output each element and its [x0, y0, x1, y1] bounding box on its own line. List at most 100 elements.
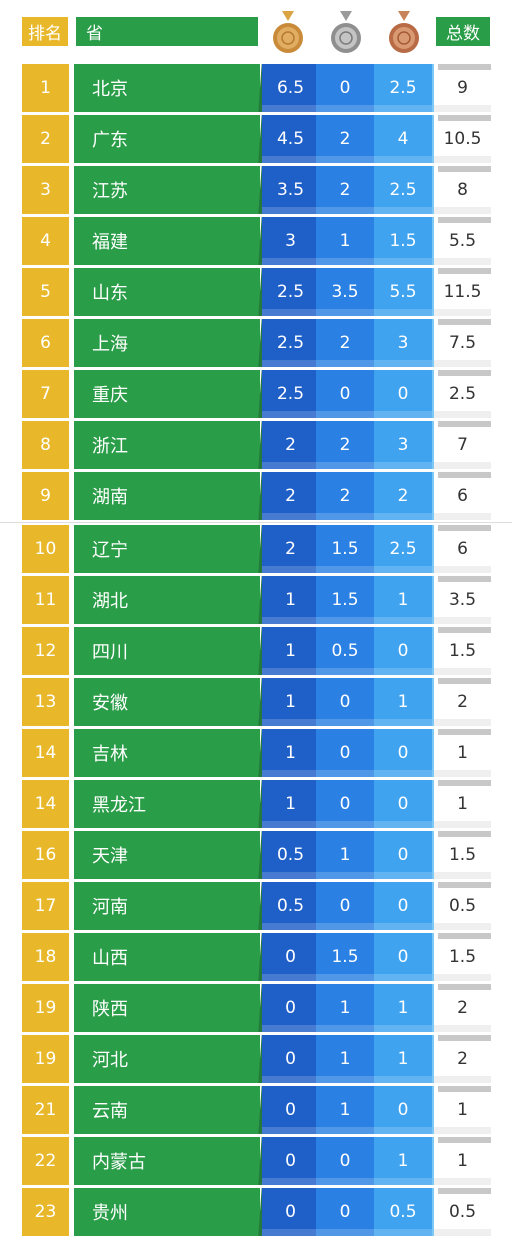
header-province-label: 省: [76, 17, 258, 46]
gold-cell: 1: [262, 729, 319, 777]
bronze-cell: 2: [374, 472, 436, 520]
bronze-cell: 0: [374, 627, 436, 675]
header-total-label: 总数: [436, 17, 490, 46]
table-row: 1 北京 6.5 0 2.5 9: [0, 63, 512, 114]
silver-cell: 0: [316, 780, 374, 828]
silver-cell: 0: [316, 370, 374, 418]
province-cell: 北京: [74, 64, 260, 112]
bronze-cell: 0.5: [374, 1188, 436, 1236]
total-cell: 7.5: [434, 319, 491, 367]
table-row: 22 内蒙古 0 0 1 1: [0, 1136, 512, 1187]
table-row: 18 山西 0 1.5 0 1.5: [0, 932, 512, 983]
gold-cell: 0: [262, 984, 319, 1032]
bronze-cell: 5.5: [374, 268, 436, 316]
silver-cell: 0: [316, 882, 374, 930]
total-cell: 2.5: [434, 370, 491, 418]
province-cell: 天津: [74, 831, 260, 879]
province-cell: 江苏: [74, 166, 260, 214]
province-cell: 内蒙古: [74, 1137, 260, 1185]
silver-cell: 0: [316, 729, 374, 777]
silver-cell: 2: [316, 472, 374, 520]
silver-cell: 0: [316, 1137, 374, 1185]
gold-cell: 2.5: [262, 319, 319, 367]
rank-cell: 16: [22, 831, 69, 879]
silver-cell: 0: [316, 1188, 374, 1236]
silver-cell: 0.5: [316, 627, 374, 675]
divider: [0, 522, 512, 523]
rank-cell: 1: [22, 64, 69, 112]
province-cell: 河南: [74, 882, 260, 930]
total-cell: 1: [434, 780, 491, 828]
bronze-cell: 0: [374, 882, 436, 930]
table-row: 7 重庆 2.5 0 0 2.5: [0, 369, 512, 420]
gold-cell: 0.5: [262, 882, 319, 930]
table-row: 11 湖北 1 1.5 1 3.5: [0, 575, 512, 626]
bronze-cell: 0: [374, 1086, 436, 1134]
province-cell: 云南: [74, 1086, 260, 1134]
total-cell: 0.5: [434, 1188, 491, 1236]
rank-cell: 12: [22, 627, 69, 675]
total-cell: 2: [434, 984, 491, 1032]
gold-cell: 1: [262, 576, 319, 624]
total-cell: 11.5: [434, 268, 491, 316]
total-cell: 1.5: [434, 831, 491, 879]
table-row: 19 陕西 0 1 1 2: [0, 983, 512, 1034]
total-cell: 10.5: [434, 115, 491, 163]
silver-cell: 1: [316, 984, 374, 1032]
silver-cell: 1: [316, 831, 374, 879]
table-row: 21 云南 0 1 0 1: [0, 1085, 512, 1136]
total-cell: 6: [434, 525, 491, 573]
province-cell: 浙江: [74, 421, 260, 469]
header-rank-label: 排名: [22, 17, 68, 46]
province-cell: 贵州: [74, 1188, 260, 1236]
gold-cell: 2.5: [262, 268, 319, 316]
silver-medal-icon: [331, 11, 361, 53]
silver-cell: 2: [316, 115, 374, 163]
bronze-cell: 2.5: [374, 525, 436, 573]
rank-cell: 22: [22, 1137, 69, 1185]
silver-cell: 2: [316, 166, 374, 214]
rank-cell: 19: [22, 984, 69, 1032]
rank-cell: 21: [22, 1086, 69, 1134]
rank-cell: 5: [22, 268, 69, 316]
rank-cell: 23: [22, 1188, 69, 1236]
province-cell: 福建: [74, 217, 260, 265]
table-row: 14 吉林 1 0 0 1: [0, 728, 512, 779]
table-row: 2 广东 4.5 2 4 10.5: [0, 114, 512, 165]
table-row: 12 四川 1 0.5 0 1.5: [0, 626, 512, 677]
gold-cell: 4.5: [262, 115, 319, 163]
gold-cell: 0: [262, 1086, 319, 1134]
gold-cell: 3.5: [262, 166, 319, 214]
rank-cell: 3: [22, 166, 69, 214]
table-row: 23 贵州 0 0 0.5 0.5: [0, 1187, 512, 1238]
total-cell: 2: [434, 1035, 491, 1083]
silver-cell: 1: [316, 1086, 374, 1134]
table-row: 17 河南 0.5 0 0 0.5: [0, 881, 512, 932]
gold-cell: 6.5: [262, 64, 319, 112]
rank-cell: 9: [22, 472, 69, 520]
bronze-cell: 4: [374, 115, 436, 163]
bronze-cell: 0: [374, 729, 436, 777]
total-cell: 8: [434, 166, 491, 214]
gold-cell: 0.5: [262, 831, 319, 879]
rank-cell: 7: [22, 370, 69, 418]
bronze-cell: 1: [374, 984, 436, 1032]
rank-cell: 4: [22, 217, 69, 265]
silver-cell: 1.5: [316, 933, 374, 981]
province-cell: 重庆: [74, 370, 260, 418]
gold-cell: 2: [262, 421, 319, 469]
rank-cell: 17: [22, 882, 69, 930]
gold-cell: 0: [262, 1137, 319, 1185]
province-cell: 湖北: [74, 576, 260, 624]
province-cell: 陕西: [74, 984, 260, 1032]
silver-cell: 0: [316, 678, 374, 726]
province-cell: 湖南: [74, 472, 260, 520]
gold-cell: 3: [262, 217, 319, 265]
medal-table: 1 北京 6.5 0 2.5 9 2 广东 4.5 2 4 10.5 3 江苏 …: [0, 63, 512, 1238]
total-cell: 5.5: [434, 217, 491, 265]
province-cell: 安徽: [74, 678, 260, 726]
table-row: 19 河北 0 1 1 2: [0, 1034, 512, 1085]
bronze-cell: 2.5: [374, 166, 436, 214]
total-cell: 1.5: [434, 627, 491, 675]
gold-cell: 0: [262, 933, 319, 981]
